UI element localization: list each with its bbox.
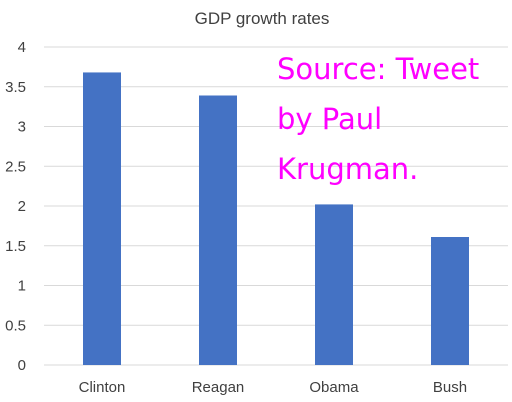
y-tick-label: 4 (18, 39, 26, 56)
x-axis-category-labels: Clinton Reagan Obama Bush (79, 379, 467, 396)
y-tick-label: 1 (18, 278, 26, 295)
bar-reagan (199, 95, 237, 366)
source-annotation: Source: Tweet by Paul Krugman. (277, 52, 479, 186)
y-tick-label: 2.5 (5, 158, 26, 175)
gridlines (44, 46, 508, 366)
x-category-label-bush: Bush (433, 379, 467, 396)
x-category-label-reagan: Reagan (192, 379, 245, 396)
annotation-line-1: Source: Tweet (277, 52, 479, 86)
y-tick-label: 1.5 (5, 238, 26, 255)
bar-bush (431, 237, 469, 365)
bar-obama (315, 204, 353, 365)
y-tick-label: 3.5 (5, 79, 26, 96)
chart-title: GDP growth rates (195, 9, 330, 28)
y-tick-label: 0 (18, 357, 26, 374)
x-category-label-obama: Obama (309, 379, 359, 396)
bars (83, 72, 469, 366)
bar-clinton (83, 72, 121, 365)
y-tick-label: 3 (18, 119, 26, 136)
y-axis-tick-labels: 0 0.5 1 1.5 2 2.5 3 3.5 4 (5, 39, 26, 374)
y-tick-label: 2 (18, 198, 26, 215)
annotation-line-2: by Paul (277, 102, 382, 136)
x-category-label-clinton: Clinton (79, 379, 126, 396)
y-tick-label: 0.5 (5, 317, 26, 334)
annotation-line-3: Krugman. (277, 152, 418, 186)
